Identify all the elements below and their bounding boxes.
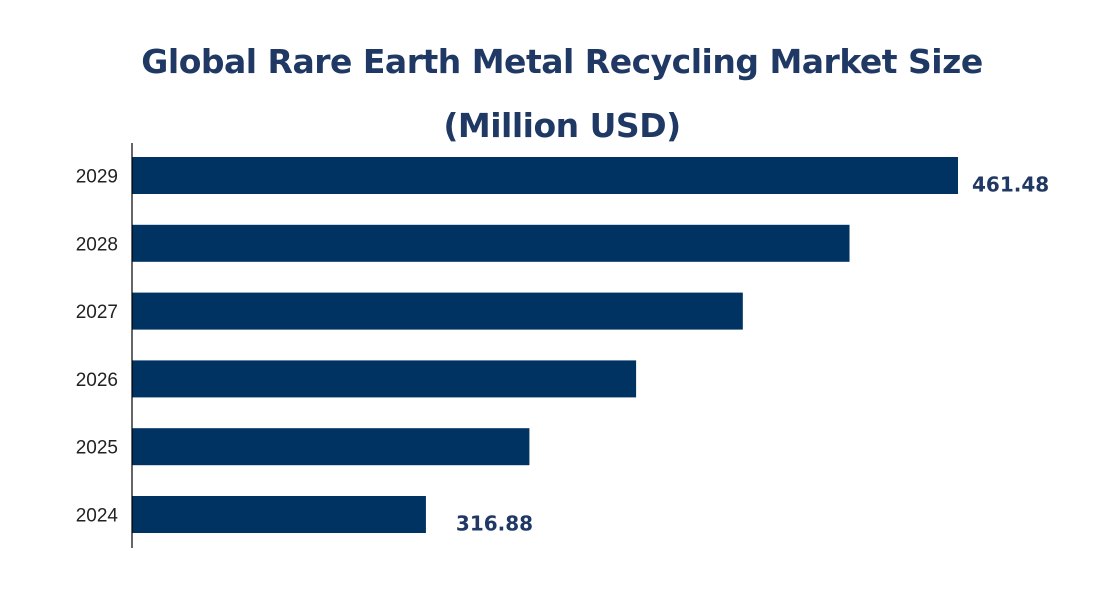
- chart-title-line-1: Global Rare Earth Metal Recycling Market…: [141, 42, 982, 81]
- y-tick-label-2027: 2027: [76, 302, 118, 323]
- y-tick-label-2026: 2026: [76, 370, 118, 391]
- bar-2026: [132, 360, 637, 398]
- y-tick-labels: 2029 2028 2027 2026 2025 2024: [76, 167, 119, 527]
- y-tick-label-2029: 2029: [76, 167, 118, 188]
- data-labels: 461.48 316.88: [456, 173, 1049, 536]
- data-label-2024: 316.88: [456, 512, 533, 536]
- data-label-2029: 461.48: [972, 173, 1049, 197]
- chart-title-line-2: (Million USD): [443, 106, 680, 145]
- bar-2024: [132, 496, 426, 533]
- bar-2028: [132, 224, 850, 262]
- bar-2025: [132, 428, 530, 466]
- bars-group: [132, 157, 958, 533]
- y-tick-label-2024: 2024: [76, 506, 119, 527]
- bar-2027: [132, 292, 743, 330]
- y-tick-label-2025: 2025: [76, 438, 118, 459]
- bar-2029: [132, 157, 958, 194]
- y-tick-label-2028: 2028: [76, 234, 118, 255]
